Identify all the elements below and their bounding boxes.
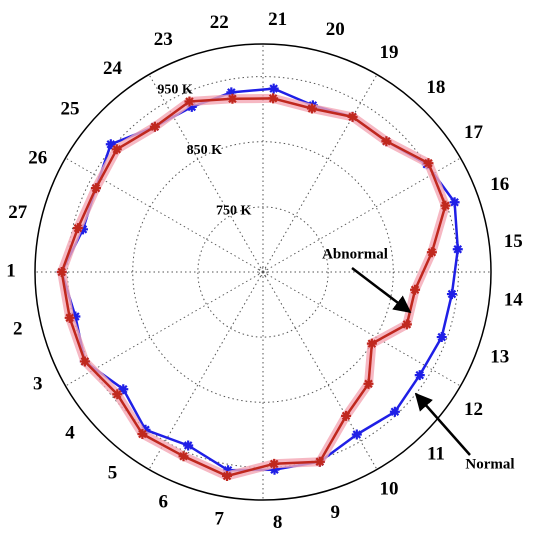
outer-ring [34,43,492,501]
series-marker [137,428,148,439]
series-marker [77,224,88,235]
angle-label: 4 [65,422,75,443]
series-marker [269,458,280,469]
ring-label: 950 K [157,82,193,97]
series-marker [184,96,195,107]
series-glow [57,93,450,481]
series-marker [268,83,279,94]
center-ring [258,267,268,277]
series-marker [440,200,451,211]
angle-label: 22 [210,12,229,33]
series-marker [389,406,400,417]
series-marker [341,410,352,421]
angle-label: 15 [504,231,523,252]
spoke [262,271,461,387]
series-marker [401,319,412,330]
angle-label: 21 [268,9,287,30]
series-marker [90,183,101,194]
angle-label: 17 [464,122,484,143]
series-marker [314,456,325,467]
series-marker [423,158,434,169]
spoke [262,74,378,273]
series-marker [72,223,83,234]
series-marker [446,289,457,300]
series-marker [64,312,75,323]
spoke [262,271,378,470]
ring-label: 850 K [187,143,223,158]
series-marker [79,356,90,367]
abnormal-label: Abnormal [322,246,388,262]
series-marker [426,247,437,258]
angle-label: 27 [8,202,28,223]
series-marker [268,93,279,104]
series-marker [70,311,81,322]
angle-label: 12 [464,399,483,420]
series-marker [178,451,189,462]
series-marker [410,284,421,295]
angle-label: 26 [28,147,47,168]
angle-label: 20 [326,19,345,40]
series-marker [149,121,160,132]
series-marker [414,370,425,381]
series-marker [269,464,280,475]
angle-label: 25 [60,98,79,119]
spoke [262,157,461,273]
series-marker [112,389,123,400]
abnormal-arrow [351,267,412,314]
series-line [60,97,447,478]
angle-label: 11 [427,444,445,465]
series-marker [306,103,317,114]
angle-label: 10 [380,479,399,500]
angle-label: 6 [158,492,168,513]
series-marker [449,197,460,208]
series-marker [351,429,362,440]
series-marker [222,471,233,482]
spoke [65,271,264,387]
angle-label: 2 [13,318,23,339]
series-marker [223,465,234,476]
grid-ring [197,206,329,338]
angle-label: 14 [504,290,524,311]
series-marker [56,267,67,277]
angle-label: 3 [33,373,43,394]
angle-label: 24 [103,58,123,79]
series-marker [118,384,129,395]
series-marker [183,440,194,451]
angle-label: 8 [273,512,283,533]
series-marker [105,139,116,150]
series-marker [366,338,377,349]
series-marker [381,136,392,147]
angle-label: 19 [380,42,399,63]
angle-label: 13 [490,347,509,368]
ring-label: 750 K [216,204,252,219]
series-marker [347,111,358,122]
angle-label: 1 [6,260,16,281]
series-marker [186,101,197,112]
normal-label: Normal [465,456,514,472]
angle-label: 16 [490,174,509,195]
series-marker [452,244,463,255]
spoke [148,74,264,273]
series-marker [363,378,374,389]
series-marker [436,332,447,343]
angle-label: 9 [331,502,341,523]
angle-label: 23 [154,29,173,50]
normal-arrow [414,392,471,456]
spoke [148,271,264,470]
series-marker [227,93,238,104]
grid-ring [132,141,394,403]
series-marker [226,87,237,98]
series-marker [140,424,151,435]
series-marker [111,144,122,155]
angle-label: 7 [214,509,224,530]
angle-label: 5 [108,462,118,483]
angle-label: 18 [426,77,445,98]
